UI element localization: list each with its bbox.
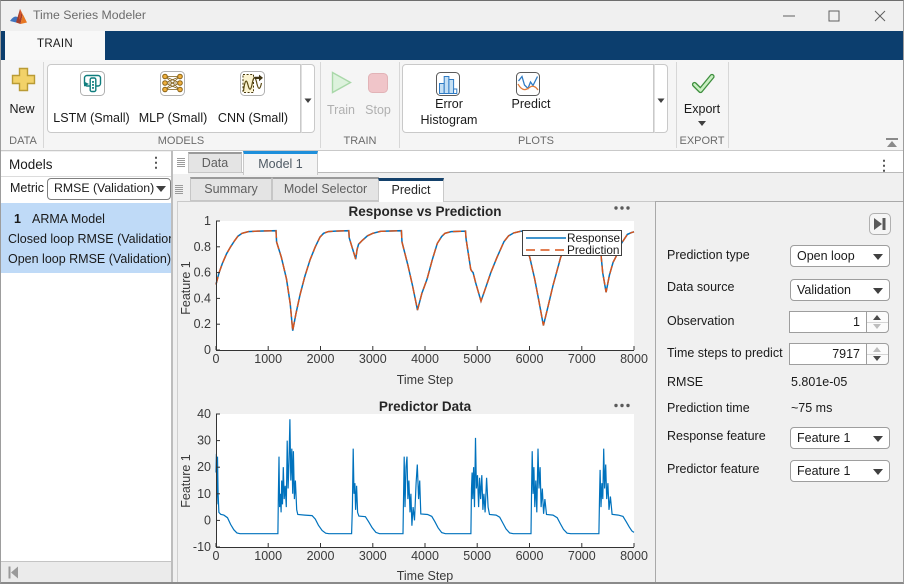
svg-text:Predictor Data: Predictor Data [379, 399, 472, 414]
svg-text:0.4: 0.4 [194, 291, 211, 305]
svg-text:0: 0 [204, 513, 211, 527]
svg-text:Prediction: Prediction [567, 243, 619, 257]
svg-text:10: 10 [197, 487, 211, 501]
svg-text:0: 0 [213, 352, 220, 366]
svg-text:8000: 8000 [620, 549, 648, 563]
svg-text:Response: Response [567, 231, 621, 245]
svg-text:Feature 1: Feature 1 [179, 261, 193, 315]
svg-text:6000: 6000 [516, 549, 544, 563]
svg-text:3000: 3000 [359, 352, 387, 366]
svg-text:Time Step: Time Step [397, 373, 454, 387]
svg-text:4000: 4000 [411, 549, 439, 563]
svg-text:40: 40 [197, 407, 211, 421]
svg-text:-10: -10 [193, 540, 211, 554]
svg-text:8000: 8000 [620, 352, 648, 366]
svg-text:1: 1 [204, 214, 211, 228]
svg-text:2000: 2000 [307, 549, 335, 563]
svg-text:0: 0 [204, 343, 211, 357]
svg-text:1000: 1000 [254, 549, 282, 563]
svg-text:4000: 4000 [411, 352, 439, 366]
svg-text:6000: 6000 [516, 352, 544, 366]
svg-text:30: 30 [197, 434, 211, 448]
svg-text:0.2: 0.2 [194, 317, 211, 331]
svg-text:1000: 1000 [254, 352, 282, 366]
svg-text:0.6: 0.6 [194, 266, 211, 280]
svg-text:Response vs Prediction: Response vs Prediction [348, 204, 501, 219]
svg-text:20: 20 [197, 460, 211, 474]
svg-text:0: 0 [213, 549, 220, 563]
svg-text:3000: 3000 [359, 549, 387, 563]
svg-text:7000: 7000 [568, 352, 596, 366]
svg-text:5000: 5000 [463, 352, 491, 366]
svg-text:Feature 1: Feature 1 [179, 454, 193, 508]
svg-text:5000: 5000 [463, 549, 491, 563]
svg-text:7000: 7000 [568, 549, 596, 563]
svg-text:2000: 2000 [307, 352, 335, 366]
svg-text:Time Step: Time Step [397, 569, 454, 582]
svg-text:0.8: 0.8 [194, 240, 211, 254]
